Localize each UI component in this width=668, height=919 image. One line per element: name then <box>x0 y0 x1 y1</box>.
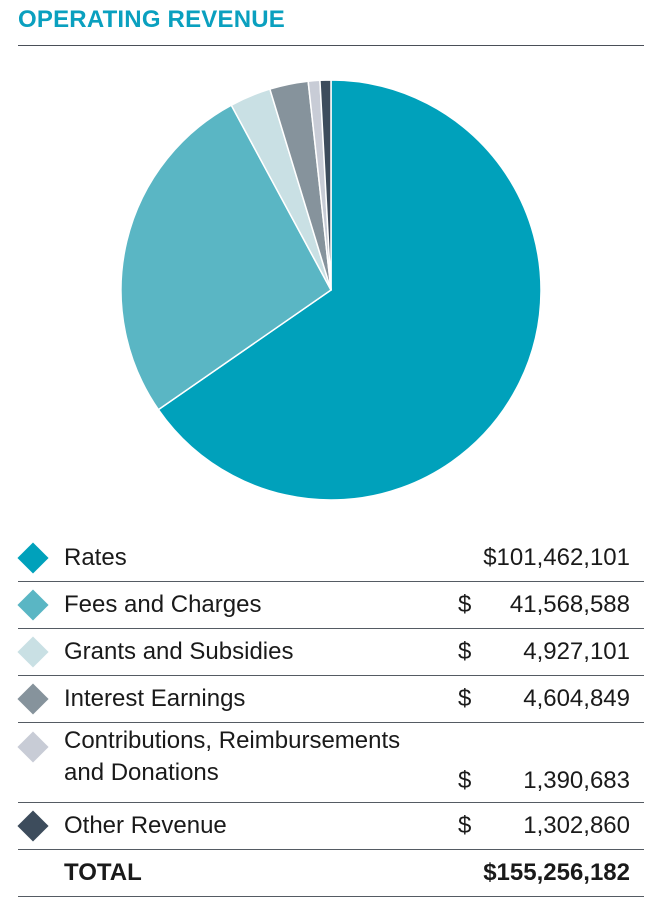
amount-value: 4,927,101 <box>523 638 630 665</box>
amount-value: 1,390,683 <box>523 767 630 794</box>
legend-row-rates: Rates $101,462,101 <box>17 535 644 582</box>
legend-row-fees: Fees and Charges $ 41,568,588 <box>17 582 644 629</box>
pie-slice-rates <box>157 79 542 501</box>
legend-row-total: TOTAL $155,256,182 <box>18 850 644 897</box>
amount-value: 41,568,588 <box>509 591 630 618</box>
legend-label: Interest Earnings <box>64 685 246 712</box>
chart-title: OPERATING REVENUE <box>18 6 285 33</box>
currency-symbol: $ <box>458 767 472 794</box>
title-divider <box>18 45 644 46</box>
pie-slice-fees-and-charges <box>120 104 332 411</box>
legend-table: Rates $101,462,101 Fees and Charges $ 41… <box>17 535 644 897</box>
currency-symbol: $ <box>458 591 472 618</box>
currency-symbol: $ <box>458 812 472 839</box>
amount-value: 1,302,860 <box>523 812 630 839</box>
grants-swatch-icon <box>17 636 49 668</box>
pie-slice-other-revenue <box>319 79 332 291</box>
legend-amount: $ 4,927,101 <box>458 636 630 668</box>
interest-swatch-icon <box>17 683 49 715</box>
other-swatch-icon <box>17 810 49 842</box>
rates-swatch-icon <box>17 542 49 574</box>
legend-amount: $ 4,604,849 <box>458 683 630 715</box>
total-label: TOTAL <box>64 859 142 886</box>
legend-label: Rates <box>64 544 127 571</box>
legend-row-interest: Interest Earnings $ 4,604,849 <box>17 676 644 723</box>
legend-amount: $ 1,390,683 <box>458 765 630 797</box>
legend-label: Grants and Subsidies <box>64 638 294 665</box>
currency-symbol: $ <box>458 685 472 712</box>
currency-symbol: $ <box>458 638 472 665</box>
legend-row-other: Other Revenue $ 1,302,860 <box>17 803 644 850</box>
amount-value: 4,604,849 <box>523 685 630 712</box>
legend-row-grants: Grants and Subsidies $ 4,927,101 <box>17 629 644 676</box>
contributions-swatch-icon <box>17 731 49 763</box>
legend-row-contributions: Contributions, Reimbursements and Donati… <box>17 723 644 803</box>
legend-label: Other Revenue <box>64 812 227 839</box>
total-amount: $155,256,182 <box>483 859 630 886</box>
legend-amount: $ 1,302,860 <box>458 810 630 842</box>
legend-amount: $101,462,101 <box>458 542 630 574</box>
legend-label: Fees and Charges <box>64 591 262 618</box>
legend-amount: $ 41,568,588 <box>458 589 630 621</box>
amount-value: $101,462,101 <box>483 544 630 571</box>
legend-label: Contributions, Reimbursements and Donati… <box>64 727 401 786</box>
fees-swatch-icon <box>17 589 49 621</box>
